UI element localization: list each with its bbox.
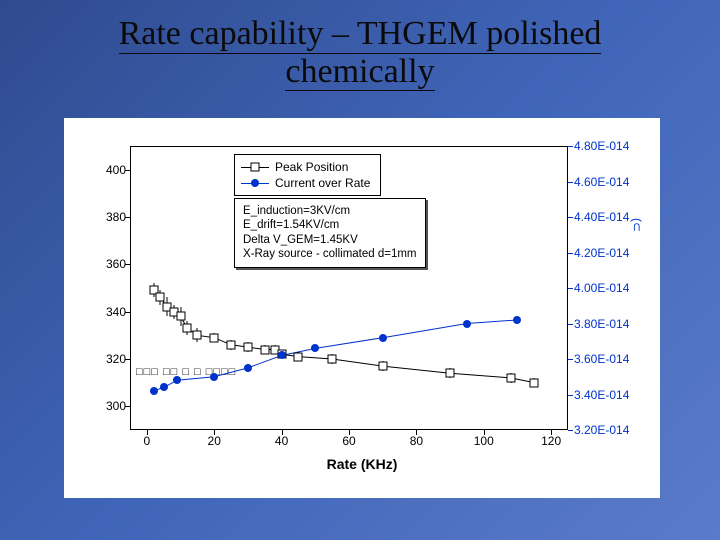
peak-point — [506, 373, 515, 382]
title-line-2: chemically — [285, 54, 434, 92]
peak-point — [260, 345, 269, 354]
series-svg — [64, 118, 660, 498]
current-point — [278, 351, 286, 359]
current-point — [463, 320, 471, 328]
slide-title: Rate capability – THGEM polished chemica… — [0, 0, 720, 91]
title-line-1: Rate capability – THGEM polished — [119, 16, 602, 54]
peak-point — [446, 369, 455, 378]
peak-point — [227, 340, 236, 349]
current-point — [210, 373, 218, 381]
peak-point — [328, 355, 337, 364]
peak-point — [176, 312, 185, 321]
peak-point — [210, 333, 219, 342]
current-point — [244, 364, 252, 372]
current-point — [173, 376, 181, 384]
peak-point — [156, 293, 165, 302]
peak-point — [193, 331, 202, 340]
current-point — [160, 383, 168, 391]
current-point — [311, 344, 319, 352]
current-point — [513, 316, 521, 324]
peak-point — [243, 343, 252, 352]
chart-panel: Rate (KHz) Peak Position Current over Ra… — [64, 118, 660, 498]
peak-point — [183, 324, 192, 333]
peak-point — [294, 352, 303, 361]
current-point — [379, 334, 387, 342]
peak-point — [530, 378, 539, 387]
peak-point — [378, 362, 387, 371]
current-point — [150, 387, 158, 395]
